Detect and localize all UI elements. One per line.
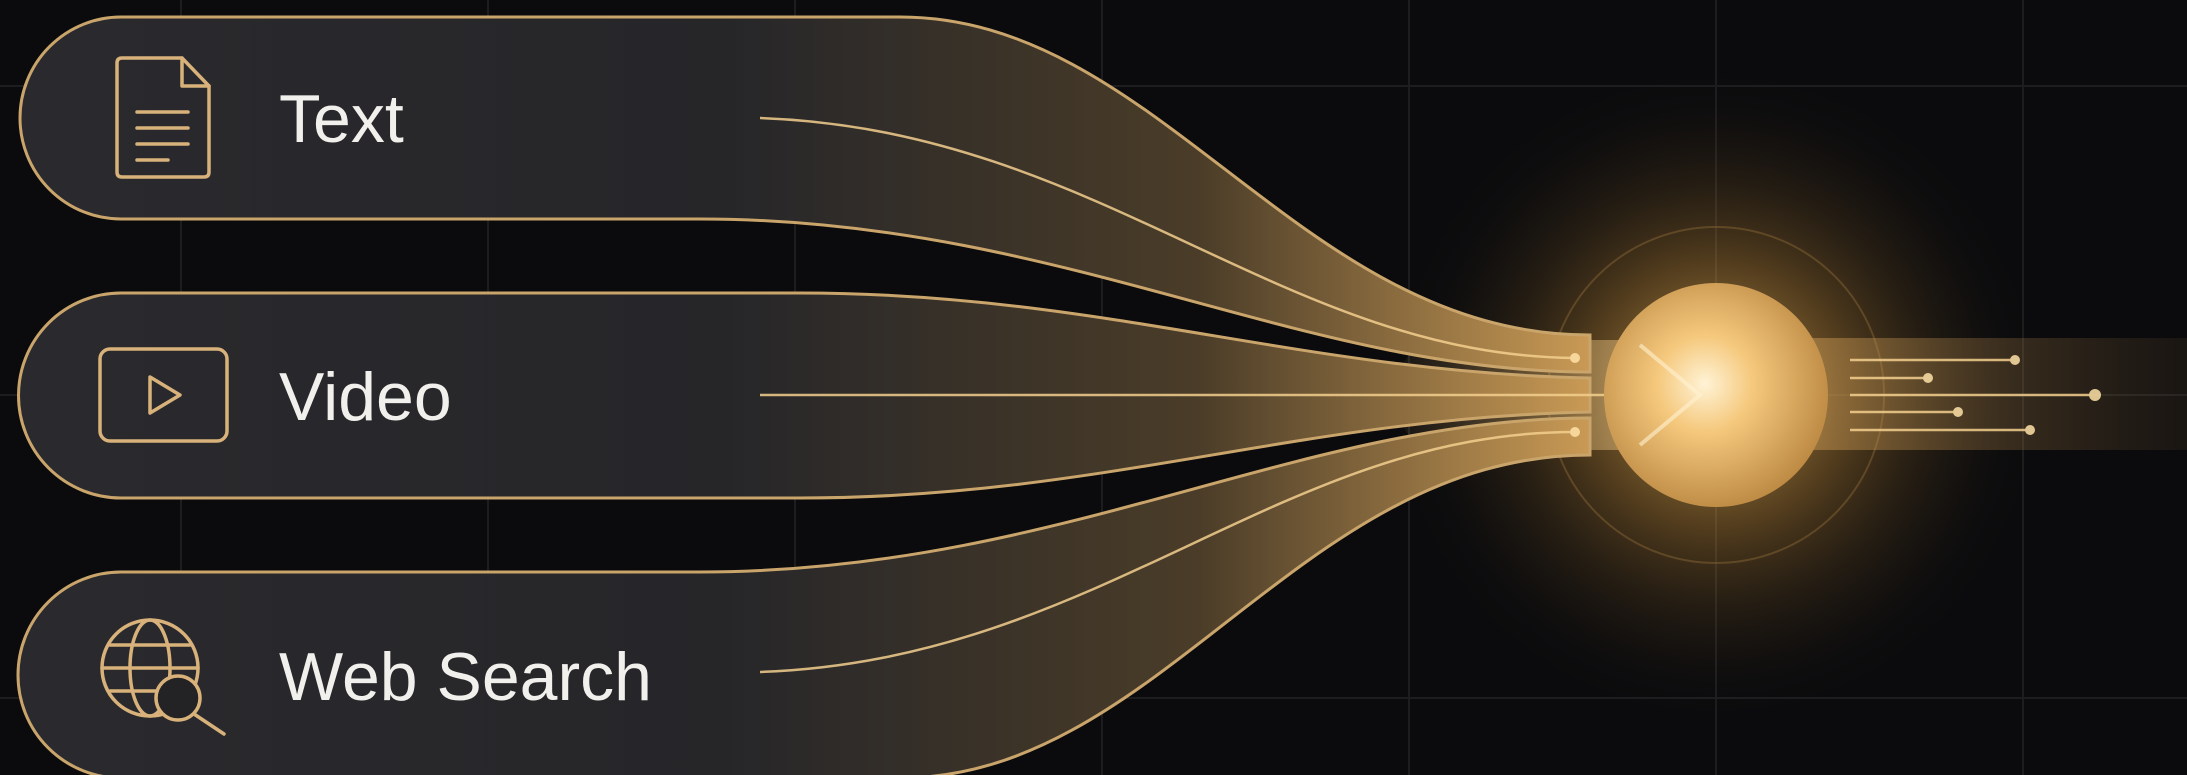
ray-dot (1570, 427, 1580, 437)
rays (759, 116, 2101, 674)
web-search-icon (100, 618, 226, 736)
orb (1604, 283, 1828, 507)
ray-dot (1570, 353, 1580, 363)
ray-dot (1923, 373, 1933, 383)
ray (759, 116, 1576, 360)
video-icon (98, 347, 229, 443)
ray-dot (2089, 389, 2101, 401)
input-label: Text (279, 81, 404, 157)
ray-dot (2025, 425, 2035, 435)
ray-dot (1953, 407, 1963, 417)
orb-chevron (1638, 343, 1704, 447)
ray-dot (2010, 355, 2020, 365)
pill-text (18, 15, 1592, 374)
input-label: Web Search (279, 639, 652, 715)
pill-web-search (16, 416, 1592, 775)
input-label: Video (279, 359, 452, 435)
output-rays (1850, 358, 2095, 432)
document-icon (115, 56, 211, 179)
ray (759, 430, 1576, 674)
